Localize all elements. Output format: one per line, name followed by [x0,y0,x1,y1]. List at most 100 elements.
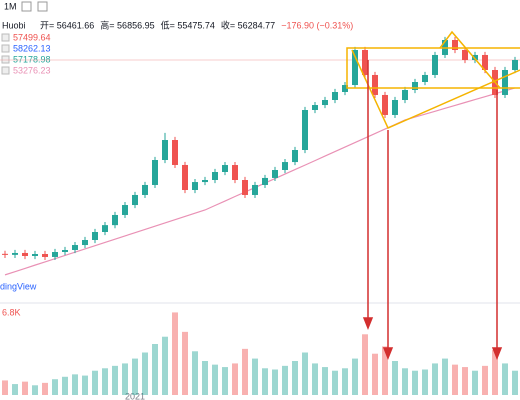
candle-body [502,70,508,95]
volume-bar [282,365,288,395]
volume-bar [412,370,418,395]
candle-body [262,177,268,185]
volume-bar [472,370,478,395]
volume-bar [112,365,118,395]
volume-bar [132,358,138,395]
tool-icon[interactable] [21,1,32,12]
volume-bar [312,363,318,395]
volume-bar [382,346,388,395]
candle-body [322,100,328,106]
volume-bar [242,348,248,395]
volume-bar [352,358,358,395]
candle-body [222,165,228,172]
volume-label: 6.8K [2,307,21,317]
legend-icon [1,33,10,42]
trend-line [439,30,501,89]
volume-bar [362,334,368,395]
candle-body [102,225,108,232]
candle-body [312,105,318,110]
tool-icon[interactable] [37,1,48,12]
candle-body [292,150,298,163]
candle-body [382,94,388,115]
volume-bar [302,352,308,395]
watermark: dingView [0,281,37,291]
volume-bar [252,358,258,395]
ohlc-header: 开= 56461.66 高= 56856.95 低= 55475.74 收= 5628… [40,19,353,30]
candle-body [92,232,98,240]
candle-body [272,170,278,178]
candle-body [132,194,138,206]
volume-bar [22,381,28,395]
volume-bar [512,370,518,395]
candle-body [512,60,518,70]
candle-body [2,253,8,255]
candle-body [202,180,208,183]
volume-bar [42,382,48,395]
volume-bar [92,370,98,395]
candle-body [482,54,488,70]
candle-body [432,54,438,75]
change-value: −176.90 (−0.31%) [281,20,353,30]
candle-body [422,74,428,82]
volume-bar [172,312,178,395]
volume-bar [202,361,208,395]
volume-bar [272,369,278,395]
candle-body [242,180,248,195]
candle-body [342,85,348,92]
volume-bar [162,336,168,395]
legend-icon [1,44,10,53]
legend-value: 58262.13 [13,43,51,53]
candle-body [82,240,88,246]
candle-body [212,172,218,180]
candle-body [462,50,468,60]
volume-bar [442,358,448,395]
ohlc-value: 收= 56284.77 [221,19,275,30]
candle-body [302,110,308,150]
volume-bar [332,370,338,395]
candle-body [372,74,378,95]
candle-body [402,90,408,100]
candle-body [22,252,28,256]
candle-body [392,100,398,115]
volume-bar [182,331,188,395]
candle-body [62,250,68,252]
candle-body [72,245,78,250]
volume-bar [322,367,328,395]
arrows [362,60,503,361]
volume-bar [232,363,238,395]
candle-body [162,140,168,160]
candle-body [472,54,478,60]
volume-bar [62,376,68,395]
volume-bar [212,364,218,395]
candle-body [362,50,368,75]
volume-bar [462,367,468,395]
arrow-head [382,347,394,361]
candle-body [52,252,58,257]
volume-bar [492,350,498,395]
volume-bar [122,363,128,395]
interval[interactable]: 1M [4,1,17,11]
volume-bar [142,352,148,395]
legend-value: 57499.64 [13,32,51,42]
candle-body [252,184,258,195]
legend-value: 53276.23 [13,65,51,75]
candle-body [32,254,38,256]
exchange: Huobi [2,20,26,30]
volume-bar [342,368,348,395]
volume-bar [502,363,508,395]
candle-body [122,205,128,215]
candle-body [352,50,358,86]
volume-bar [432,363,438,395]
candle-body [412,82,418,90]
volume-bar [262,368,268,395]
volume-bar [72,374,78,395]
range-box [346,47,520,89]
volume-bar [2,380,8,395]
marks [0,36,520,395]
volume-bar [392,361,398,395]
annotations [346,30,520,129]
volume-bar [192,351,198,395]
